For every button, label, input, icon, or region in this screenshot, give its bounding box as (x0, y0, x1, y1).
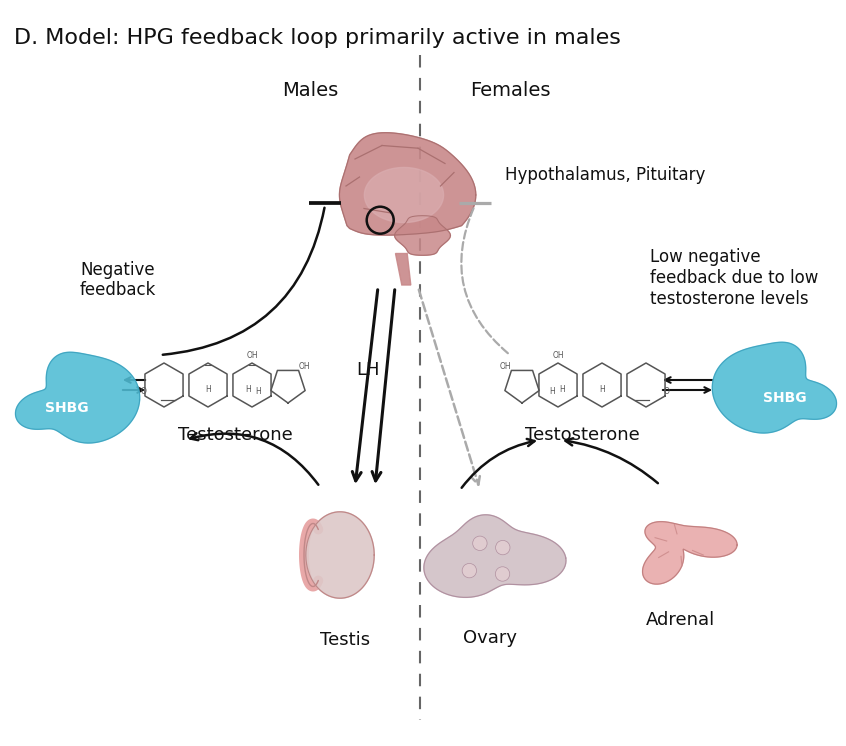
Text: OH: OH (246, 351, 258, 360)
Text: H: H (245, 384, 251, 393)
Text: SHBG: SHBG (763, 391, 807, 405)
Polygon shape (712, 342, 837, 433)
Polygon shape (424, 515, 566, 598)
Text: Hypothalamus, Pituitary: Hypothalamus, Pituitary (505, 166, 706, 184)
Text: Adrenal: Adrenal (645, 611, 715, 629)
Polygon shape (305, 512, 374, 598)
Text: Testosterone: Testosterone (525, 426, 640, 444)
Text: LH: LH (356, 361, 380, 379)
Text: H: H (255, 386, 261, 395)
Text: O: O (140, 387, 146, 396)
Polygon shape (395, 254, 411, 285)
Text: Low negative
feedback due to low
testosterone levels: Low negative feedback due to low testost… (650, 248, 818, 308)
Text: Testis: Testis (320, 631, 370, 649)
Text: H: H (549, 386, 555, 395)
Polygon shape (394, 216, 450, 255)
Circle shape (462, 563, 476, 578)
Polygon shape (15, 352, 140, 443)
Text: Negative
feedback: Negative feedback (80, 260, 157, 299)
Text: OH: OH (500, 362, 511, 371)
Text: SHBG: SHBG (45, 401, 89, 415)
Text: Testosterone: Testosterone (178, 426, 293, 444)
Circle shape (496, 567, 510, 581)
Polygon shape (339, 133, 475, 235)
Circle shape (473, 536, 487, 551)
Text: Females: Females (470, 81, 550, 99)
Text: OH: OH (299, 362, 310, 371)
Text: O: O (663, 387, 669, 396)
Text: H: H (599, 384, 605, 393)
Text: Ovary: Ovary (463, 629, 517, 647)
Polygon shape (365, 167, 443, 222)
Circle shape (496, 540, 510, 555)
Text: D. Model: HPG feedback loop primarily active in males: D. Model: HPG feedback loop primarily ac… (14, 28, 621, 48)
Polygon shape (643, 521, 737, 584)
Text: Males: Males (282, 81, 338, 99)
Text: OH: OH (552, 351, 563, 360)
Text: H: H (559, 384, 565, 393)
Text: H: H (205, 384, 211, 393)
